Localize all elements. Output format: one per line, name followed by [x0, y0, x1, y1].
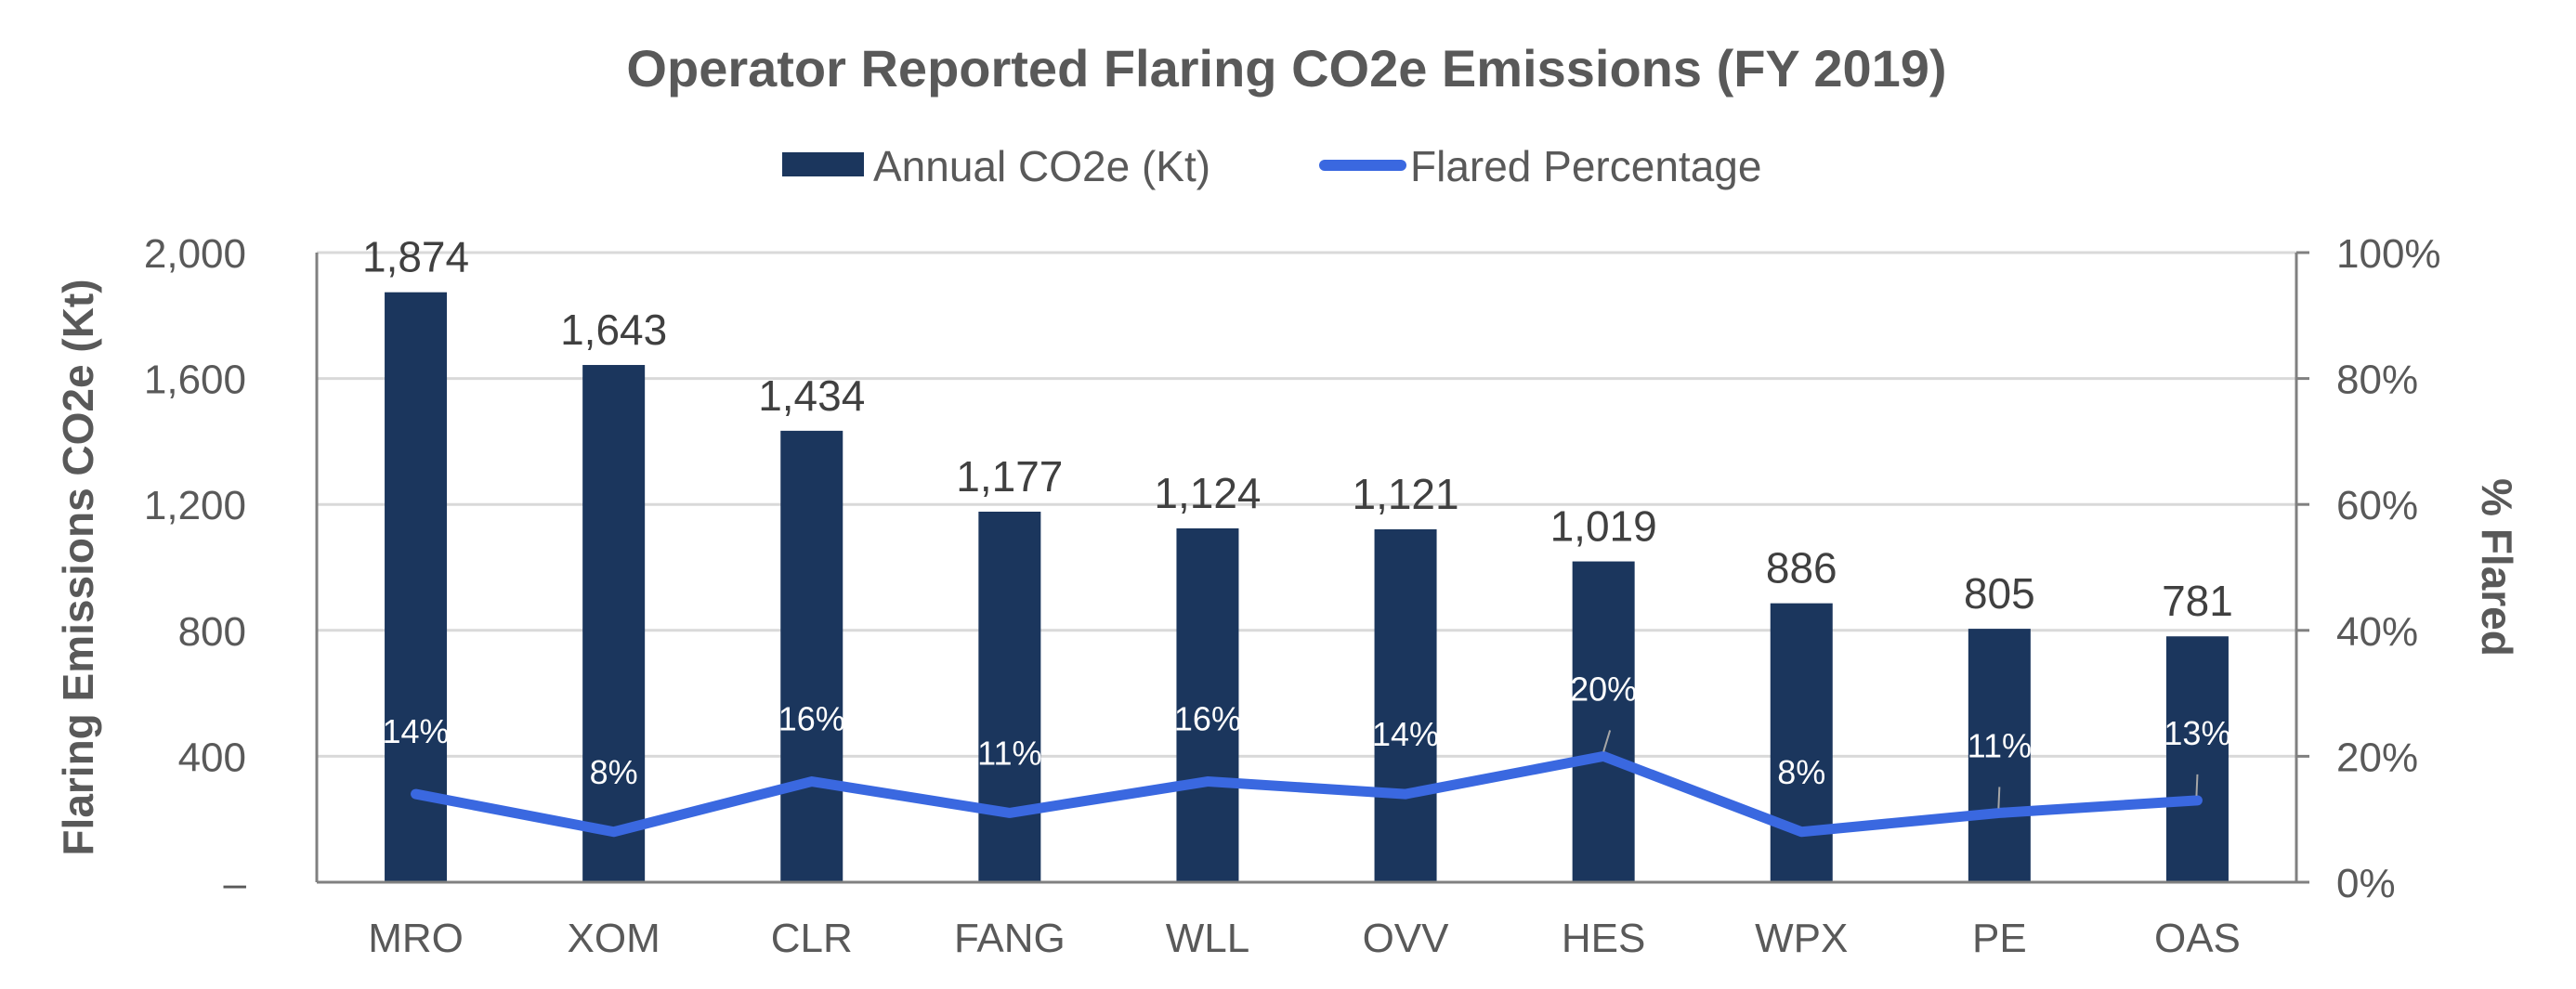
- y-left-tick-label: 1,200: [144, 483, 246, 528]
- y-right-tick-label: 60%: [2336, 483, 2418, 528]
- y-right-tick-label: 0%: [2336, 861, 2396, 906]
- data-labels: 1,874 1,643 1,434 1,177 1,124 1,121 1,019 886 80…: [362, 233, 2233, 809]
- bar-value-label: 1,874: [362, 233, 469, 281]
- x-tick-label: OVV: [1363, 916, 1450, 961]
- y-left-tick-label: –: [224, 861, 247, 906]
- line-value-label: 20%: [1570, 670, 1637, 708]
- x-tick-label: OAS: [2154, 916, 2241, 961]
- bar-wll: [1176, 527, 1239, 882]
- chart-title: Operator Reported Flaring CO2e Emissions…: [626, 39, 1946, 98]
- bar-xom: [582, 365, 646, 882]
- bar-oas: [2165, 636, 2229, 882]
- legend-label-line: Flared Percentage: [1410, 142, 1761, 190]
- y-axis-title-right: % Flared: [2473, 478, 2521, 657]
- legend-label-bar: Annual CO2e (Kt): [873, 142, 1210, 190]
- leader-line: [1997, 787, 2001, 809]
- y-right-tick-label: 80%: [2336, 358, 2418, 403]
- legend: Annual CO2e (Kt) Flared Percentage: [782, 142, 1761, 190]
- leader-line: [1602, 730, 1612, 752]
- y-axis-title-left: Flaring Emissions CO2e (Kt): [54, 279, 102, 855]
- bar-value-label: 886: [1766, 544, 1837, 592]
- line-value-label: 16%: [778, 700, 845, 738]
- bar-value-label: 1,019: [1550, 502, 1657, 551]
- bar-value-label: 781: [2162, 577, 2233, 625]
- bar-value-label: 1,177: [956, 452, 1063, 501]
- bar-hes: [1572, 561, 1635, 882]
- x-tick-label: PE: [1972, 916, 2027, 961]
- x-tick-label: XOM: [568, 916, 660, 961]
- line-point-wpx: [1800, 830, 1803, 833]
- line-value-label: 14%: [383, 712, 450, 750]
- y-left-tick-label: 400: [178, 735, 246, 780]
- line-value-label: 16%: [1174, 700, 1241, 738]
- bar-ovv: [1374, 528, 1437, 882]
- bar-value-label: 805: [1964, 569, 2035, 618]
- flared-percentage-line: [411, 750, 2203, 838]
- x-tick-label: MRO: [368, 916, 464, 961]
- bar-wpx: [1770, 603, 1833, 882]
- bars: [385, 292, 2229, 882]
- x-tick-label: HES: [1562, 916, 1645, 961]
- line-value-label: 14%: [1372, 715, 1439, 753]
- x-tick-label: WPX: [1755, 916, 1848, 961]
- bar-value-label: 1,121: [1352, 470, 1458, 518]
- bar-clr: [780, 430, 843, 882]
- x-tick-label: FANG: [954, 916, 1066, 961]
- bar-mro: [385, 292, 448, 882]
- x-tick-label: WLL: [1166, 916, 1249, 961]
- y-right-tick-label: 100%: [2336, 231, 2441, 277]
- line-point-wll: [1206, 780, 1209, 783]
- gridlines: [317, 251, 2296, 758]
- axes: [315, 251, 2309, 884]
- y-left-tick-label: 800: [178, 609, 246, 655]
- x-tick-label: CLR: [771, 916, 853, 961]
- bar-pe: [1968, 629, 2031, 882]
- line-value-label: 11%: [977, 734, 1041, 772]
- y-left-tick-label: 1,600: [144, 358, 246, 403]
- line-value-label: 8%: [590, 753, 638, 791]
- bar-value-label: 1,434: [758, 371, 865, 420]
- line-point-xom: [612, 830, 615, 833]
- bar-value-label: 1,124: [1154, 469, 1261, 517]
- y-right-tick-label: 20%: [2336, 735, 2418, 780]
- legend-swatch-bar: [782, 152, 864, 176]
- line-point-hes: [1602, 755, 1605, 758]
- line-value-label: 13%: [2164, 714, 2230, 752]
- line-value-label: 8%: [1777, 753, 1825, 791]
- leader-line: [2195, 774, 2199, 796]
- y-right-tick-label: 40%: [2336, 609, 2418, 655]
- line-point-pe: [1998, 812, 2001, 814]
- line-point-oas: [2196, 799, 2199, 801]
- flared-line: [411, 750, 2203, 838]
- line-value-label: 11%: [1968, 726, 2032, 764]
- bar-value-label: 1,643: [560, 306, 667, 354]
- line-point-clr: [810, 780, 813, 783]
- y-left-tick-label: 2,000: [144, 231, 246, 277]
- line-point-mro: [414, 793, 417, 796]
- line-point-ovv: [1405, 793, 1407, 796]
- bar-fang: [978, 511, 1041, 882]
- tick-labels: – 400 800 1,200 1,600 2,000 0% 20% 40% 60% 80% 100%…: [144, 231, 2441, 961]
- line-point-fang: [1008, 812, 1011, 814]
